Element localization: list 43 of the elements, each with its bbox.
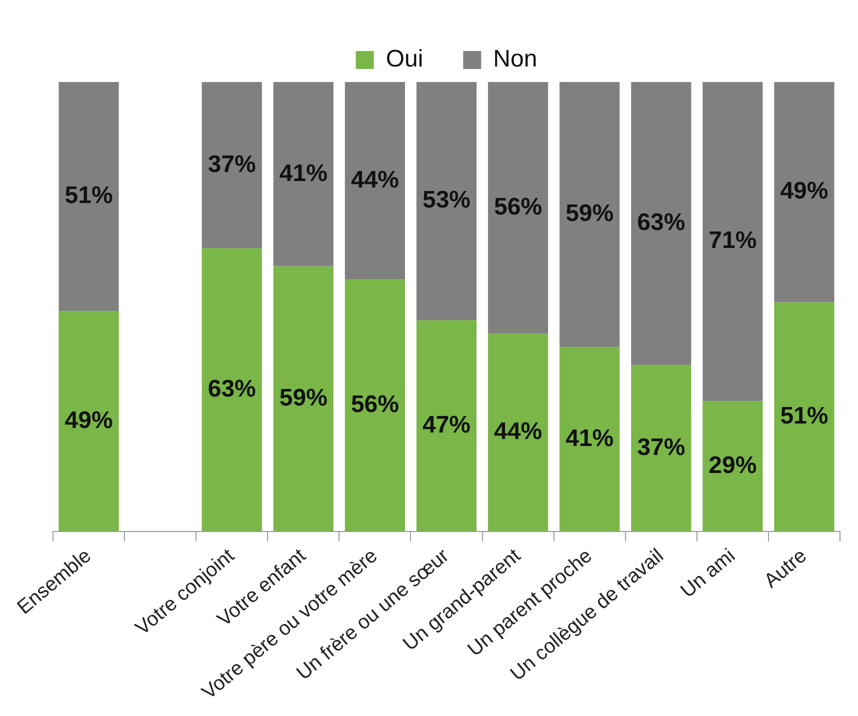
data-label: 59% — [279, 384, 328, 412]
data-label: 44% — [350, 166, 399, 194]
data-label: 47% — [422, 411, 471, 438]
data-label: 41% — [279, 160, 328, 187]
bar — [202, 248, 262, 532]
bar — [416, 82, 477, 320]
data-label: 49% — [64, 406, 113, 434]
bar — [774, 302, 834, 532]
bar — [560, 82, 620, 348]
data-label: 53% — [422, 186, 471, 214]
bar — [273, 82, 334, 266]
bar — [702, 82, 763, 402]
x-tick-label: Un ami — [676, 544, 740, 602]
data-label: 41% — [566, 424, 614, 452]
bar — [416, 320, 477, 532]
data-label: 37% — [208, 150, 256, 178]
data-label: 49% — [780, 178, 828, 205]
bar — [58, 82, 119, 312]
legend-label: Non — [493, 46, 538, 73]
data-label: 51% — [64, 182, 113, 210]
bar — [631, 365, 692, 532]
bar — [774, 82, 834, 302]
data-label: 59% — [566, 200, 614, 228]
bar — [58, 311, 119, 532]
data-label: 56% — [350, 391, 399, 418]
data-label: 71% — [708, 227, 757, 254]
bar — [488, 334, 548, 532]
data-label: 63% — [208, 375, 256, 402]
bar — [560, 347, 620, 532]
bar — [202, 82, 262, 248]
bar — [631, 82, 692, 366]
bar — [344, 280, 406, 532]
bar — [273, 266, 334, 532]
data-label: 37% — [637, 434, 686, 461]
data-label: 44% — [494, 418, 542, 446]
bar — [488, 82, 548, 334]
legend-label: Oui — [386, 46, 424, 73]
bar — [702, 401, 763, 532]
data-label: 51% — [780, 402, 828, 430]
data-label: 63% — [637, 209, 686, 236]
bar — [344, 82, 406, 280]
data-label: 56% — [494, 193, 542, 220]
data-label: 29% — [708, 452, 757, 479]
